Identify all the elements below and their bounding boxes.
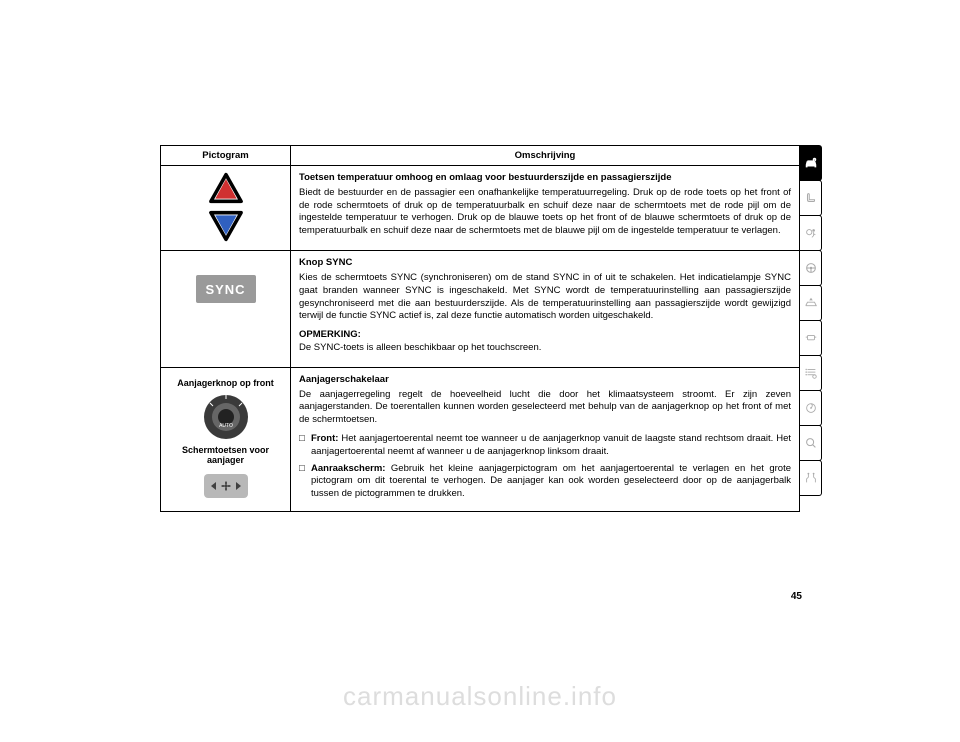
svg-text:AUTO: AUTO bbox=[219, 423, 233, 429]
tab-search[interactable] bbox=[800, 425, 822, 461]
triangle-down-icon bbox=[208, 210, 244, 242]
blower-knob-icon: AUTO bbox=[202, 393, 250, 441]
description-cell-blower: Aanjagerschakelaar De aanjagerregeling r… bbox=[291, 367, 800, 511]
row-title: Aanjagerschakelaar bbox=[299, 374, 791, 387]
bullet-icon: □ bbox=[299, 433, 311, 459]
pictogram-cell-sync: SYNC bbox=[161, 251, 291, 368]
controls-table: Pictogram Omschrijving bbox=[160, 145, 800, 512]
row-title: Toetsen temperatuur omhoog en omlaag voo… bbox=[299, 172, 791, 185]
row-title: Knop SYNC bbox=[299, 257, 791, 270]
description-cell-sync: Knop SYNC Kies de schermtoets SYNC (sync… bbox=[291, 251, 800, 368]
note-label: OPMERKING: bbox=[299, 329, 791, 342]
bullet-item: □ Aanraakscherm: Gebruik het kleine aanj… bbox=[299, 463, 791, 501]
tab-service[interactable] bbox=[800, 460, 822, 496]
tab-airbag[interactable] bbox=[800, 215, 822, 251]
blower-buttons-icon bbox=[204, 474, 248, 498]
description-cell-temp: Toetsen temperatuur omhoog en omlaag voo… bbox=[291, 166, 800, 251]
row-body: Biedt de bestuurder en de passagier een … bbox=[299, 187, 791, 238]
header-description: Omschrijving bbox=[291, 146, 800, 166]
row-body: Kies de schermtoets SYNC (synchroniseren… bbox=[299, 272, 791, 323]
bullet-text: Aanraakscherm: Gebruik het kleine aanjag… bbox=[311, 463, 791, 501]
tab-media[interactable] bbox=[800, 390, 822, 426]
pictogram-cell-temp bbox=[161, 166, 291, 251]
picto-label-bottom: Schermtoetsen voor aanjager bbox=[165, 445, 286, 467]
bullet-item: □ Front: Het aanjagertoerental neemt toe… bbox=[299, 433, 791, 459]
tab-collision[interactable] bbox=[800, 320, 822, 356]
tab-vehicle[interactable]: i bbox=[800, 145, 822, 181]
side-tabs: i bbox=[800, 145, 822, 495]
table-row: SYNC Knop SYNC Kies de schermtoets SYNC … bbox=[161, 251, 800, 368]
tab-warning[interactable] bbox=[800, 285, 822, 321]
triangle-up-icon bbox=[208, 172, 244, 204]
bullet-icon: □ bbox=[299, 463, 311, 501]
tab-checklist[interactable] bbox=[800, 355, 822, 391]
table-row: Toetsen temperatuur omhoog en omlaag voo… bbox=[161, 166, 800, 251]
picto-label-top: Aanjagerknop op front bbox=[165, 378, 286, 389]
bullet-text: Front: Het aanjagertoerental neemt toe w… bbox=[311, 433, 791, 459]
watermark: carmanualsonline.info bbox=[343, 681, 617, 712]
header-pictogram: Pictogram bbox=[161, 146, 291, 166]
tab-steering[interactable] bbox=[800, 250, 822, 286]
page-number: 45 bbox=[791, 591, 802, 602]
pictogram-cell-blower: Aanjagerknop op front AUTO bbox=[161, 367, 291, 511]
note-body: De SYNC-toets is alleen beschikbaar op h… bbox=[299, 342, 791, 355]
tab-seat[interactable] bbox=[800, 180, 822, 216]
row-body: De aanjagerregeling regelt de hoeveelhei… bbox=[299, 389, 791, 427]
sync-icon: SYNC bbox=[196, 275, 256, 303]
table-row: Aanjagerknop op front AUTO bbox=[161, 367, 800, 511]
page-content: Pictogram Omschrijving bbox=[160, 145, 800, 512]
